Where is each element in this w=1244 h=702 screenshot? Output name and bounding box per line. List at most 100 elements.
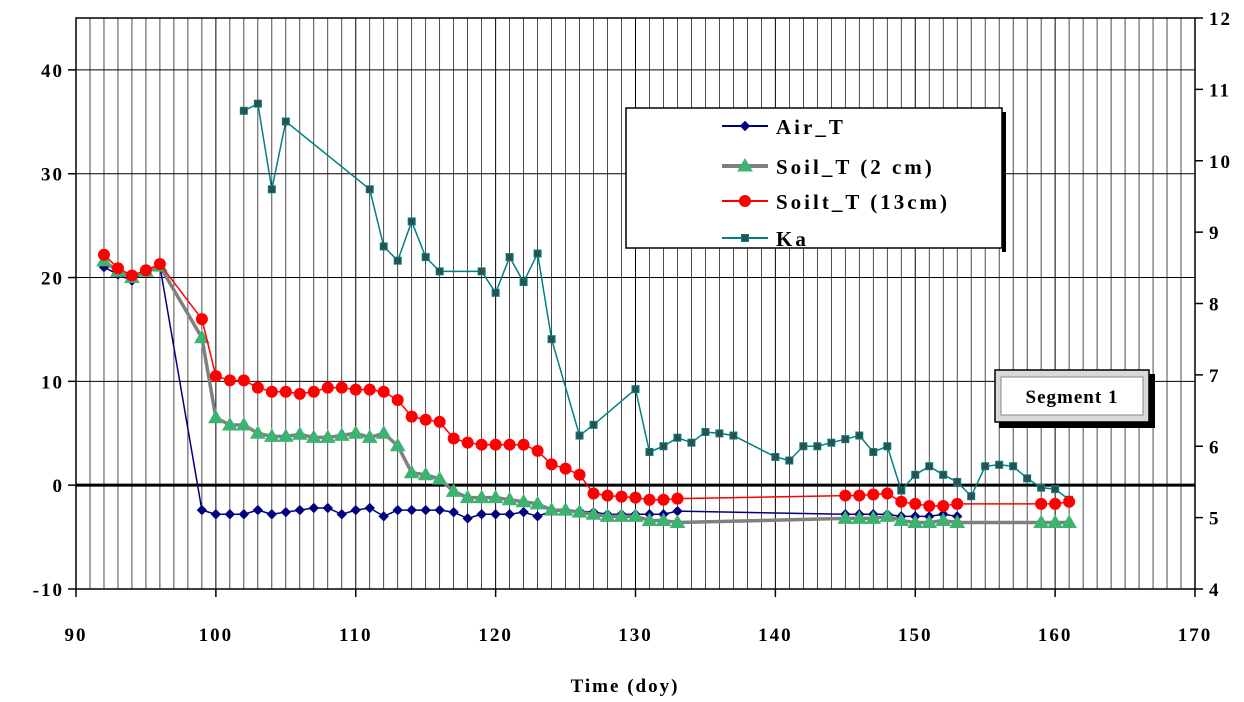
data-point (391, 394, 404, 407)
data-point (392, 504, 403, 516)
legend-label: Ka (776, 227, 809, 251)
data-point (615, 490, 628, 503)
data-point (239, 106, 248, 115)
data-point (585, 506, 602, 520)
data-point (336, 509, 347, 520)
data-point (573, 468, 586, 481)
legend-swatch-marker (739, 120, 751, 132)
x-tick-label: 90 (65, 625, 88, 646)
data-point (879, 508, 896, 522)
data-point (883, 442, 892, 451)
legend-entries: Air_T Soil_T (2 cm) Soilt_T (13cm) Ka (722, 115, 950, 251)
data-point (729, 431, 738, 440)
x-tick-labels: 90 100 110 120 130 140 150 160 170 (65, 589, 1210, 646)
data-point (209, 370, 222, 383)
data-point (333, 427, 350, 441)
data-point (855, 431, 864, 440)
data-point (235, 416, 252, 431)
y2-tick-label: 10 (1209, 152, 1232, 173)
data-point (641, 512, 658, 526)
data-point (433, 415, 446, 428)
data-point (447, 432, 460, 445)
data-point (195, 313, 208, 326)
data-point (208, 409, 224, 424)
data-point (417, 466, 434, 481)
data-point (364, 502, 375, 514)
data-point (420, 504, 431, 516)
data-point (659, 442, 668, 451)
data-point (631, 385, 640, 394)
data-point (347, 425, 364, 439)
data-point (224, 509, 236, 520)
data-point (477, 267, 486, 276)
y2-tick-label: 8 (1209, 295, 1221, 316)
segment-annotation: Segment 1 (994, 369, 1155, 428)
data-point (489, 438, 502, 451)
data-point (799, 442, 808, 451)
data-point (827, 438, 836, 447)
data-point (785, 456, 794, 465)
data-point (939, 470, 948, 479)
data-point (305, 429, 322, 443)
data-point (907, 514, 924, 529)
data-point (221, 416, 238, 431)
data-point (349, 383, 362, 396)
data-point (263, 428, 280, 442)
y-tick-label: 40 (41, 61, 64, 82)
data-point (545, 458, 558, 471)
data-point (867, 488, 880, 501)
data-point (949, 514, 966, 529)
y2-tick-label: 7 (1209, 366, 1221, 387)
data-point (967, 492, 976, 501)
data-point (291, 426, 308, 440)
data-point (627, 508, 644, 522)
data-point (491, 288, 500, 297)
data-point (503, 438, 516, 451)
data-point (923, 499, 936, 512)
y-tick-label: 20 (41, 269, 64, 290)
legend-swatch-marker (737, 158, 753, 172)
data-point (853, 489, 866, 502)
data-point (715, 429, 724, 438)
data-point (379, 242, 388, 251)
data-point (505, 253, 514, 262)
x-tick-label: 120 (478, 625, 513, 646)
data-point (279, 385, 292, 398)
data-point (589, 420, 598, 429)
data-point (361, 429, 378, 443)
data-point (139, 264, 152, 277)
data-point (613, 508, 630, 522)
y-tick-label: -10 (33, 580, 64, 601)
data-point (475, 438, 488, 451)
data-point (419, 413, 432, 426)
data-point (575, 431, 584, 440)
data-point (895, 495, 908, 508)
data-point (995, 460, 1004, 469)
data-point (543, 502, 560, 516)
data-point (1061, 514, 1077, 529)
data-point (378, 511, 389, 522)
data-point (953, 477, 962, 486)
data-point (238, 509, 250, 520)
data-point (881, 487, 894, 500)
y-tick-labels: -10 0 10 20 30 40 (33, 61, 76, 601)
data-point (909, 497, 922, 510)
data-point (153, 258, 166, 271)
data-point (281, 117, 290, 126)
data-point (529, 495, 546, 510)
segment-box-inner (1000, 376, 1144, 416)
data-point (350, 504, 361, 516)
data-point (252, 504, 264, 516)
data-point (487, 489, 504, 504)
data-point (265, 385, 278, 398)
data-point (210, 509, 222, 520)
legend-label: Soil_T (2 cm) (776, 155, 935, 179)
data-point (1051, 485, 1060, 494)
data-point (435, 267, 444, 276)
data-point (557, 502, 574, 516)
legend-label: Soilt_T (13cm) (776, 190, 950, 214)
x-tick-label: 150 (898, 625, 933, 646)
data-point (669, 514, 686, 529)
data-point (196, 504, 208, 516)
data-point (1047, 514, 1063, 529)
